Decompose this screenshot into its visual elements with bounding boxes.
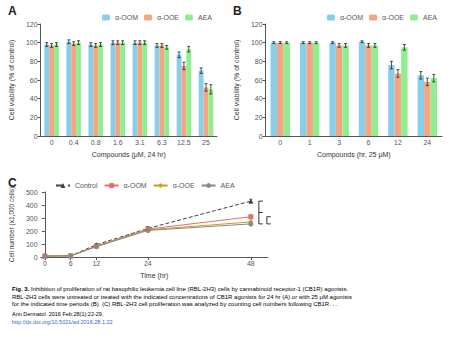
svg-text:http://dx.doi.org/10.5021/ad.2: http://dx.doi.org/10.5021/ad.2016.28.1.2… (12, 319, 113, 325)
svg-text:12.5: 12.5 (177, 139, 191, 146)
svg-text:6: 6 (69, 260, 73, 267)
svg-text:25: 25 (202, 139, 210, 146)
svg-text:0: 0 (34, 254, 38, 261)
svg-text:80: 80 (30, 58, 38, 65)
svg-text:100: 100 (26, 39, 38, 46)
svg-text:Cell number (x1,000 cells): Cell number (x1,000 cells) (8, 187, 16, 263)
svg-text:A: A (8, 4, 17, 18)
svg-text:AEA: AEA (423, 14, 437, 21)
svg-text:0: 0 (50, 139, 54, 146)
svg-text:6: 6 (367, 139, 371, 146)
svg-text:AEA: AEA (198, 14, 212, 21)
svg-text:B: B (233, 4, 242, 18)
svg-text:α-OOE: α-OOE (157, 14, 179, 21)
svg-text:20: 20 (30, 114, 38, 121)
svg-text:60: 60 (30, 77, 38, 84)
svg-text:Inhibition of proliferation of: Inhibition of proliferation of rat basop… (29, 286, 348, 292)
svg-text:300: 300 (26, 215, 38, 222)
svg-text:12: 12 (394, 139, 402, 146)
svg-text:48: 48 (247, 260, 255, 267)
svg-text:40: 40 (255, 95, 263, 102)
svg-text:3.1: 3.1 (135, 139, 145, 146)
svg-text:3: 3 (337, 139, 341, 146)
svg-text:6.3: 6.3 (157, 139, 167, 146)
svg-text:Fig. 3.: Fig. 3. (12, 286, 30, 292)
svg-text:α-OOE: α-OOE (173, 182, 195, 189)
svg-text:60: 60 (255, 77, 263, 84)
svg-text:for the indicated time periods: for the indicated time periods (B). (C) … (12, 301, 338, 307)
svg-text:0: 0 (278, 139, 282, 146)
svg-text:AEA: AEA (221, 182, 235, 189)
svg-text:0: 0 (259, 133, 263, 140)
svg-text:0: 0 (34, 133, 38, 140)
svg-text:24: 24 (144, 260, 152, 267)
svg-text:120: 120 (251, 21, 263, 28)
svg-text:α-OOE: α-OOE (382, 14, 404, 21)
svg-text:Time (hr): Time (hr) (140, 272, 168, 280)
svg-text:C: C (8, 176, 17, 190)
svg-text:20: 20 (255, 114, 263, 121)
svg-text:500: 500 (26, 189, 38, 196)
svg-text:Cell viability (% of control): Cell viability (% of control) (8, 40, 16, 121)
svg-text:Compounds (μM, 24 hr): Compounds (μM, 24 hr) (92, 151, 166, 159)
svg-text:0: 0 (43, 260, 47, 267)
svg-text:100: 100 (26, 241, 38, 248)
svg-text:α-OOM: α-OOM (115, 14, 138, 21)
svg-text:12: 12 (92, 260, 100, 267)
svg-text:1.6: 1.6 (113, 139, 123, 146)
svg-text:Control: Control (75, 182, 98, 189)
svg-text:Ann Dermatol. 2016 Feb;28(1):2: Ann Dermatol. 2016 Feb;28(1):22-29. (12, 311, 104, 317)
svg-text:α-OOM: α-OOM (124, 182, 147, 189)
svg-text:80: 80 (255, 58, 263, 65)
svg-text:Cell viability (% of control): Cell viability (% of control) (233, 40, 241, 121)
svg-text:24: 24 (423, 139, 431, 146)
svg-text:α-OOM: α-OOM (340, 14, 363, 21)
svg-text:120: 120 (26, 21, 38, 28)
svg-text:1: 1 (308, 139, 312, 146)
svg-text:100: 100 (251, 39, 263, 46)
svg-text:400: 400 (26, 202, 38, 209)
svg-text:0.8: 0.8 (91, 139, 101, 146)
svg-text:0.4: 0.4 (69, 139, 79, 146)
svg-text:Compounds (hr, 25 μM): Compounds (hr, 25 μM) (317, 151, 391, 159)
svg-text:200: 200 (26, 228, 38, 235)
svg-text:40: 40 (30, 95, 38, 102)
svg-text:RBL-2H3 cells were untreated o: RBL-2H3 cells were untreated or treated … (12, 294, 352, 300)
